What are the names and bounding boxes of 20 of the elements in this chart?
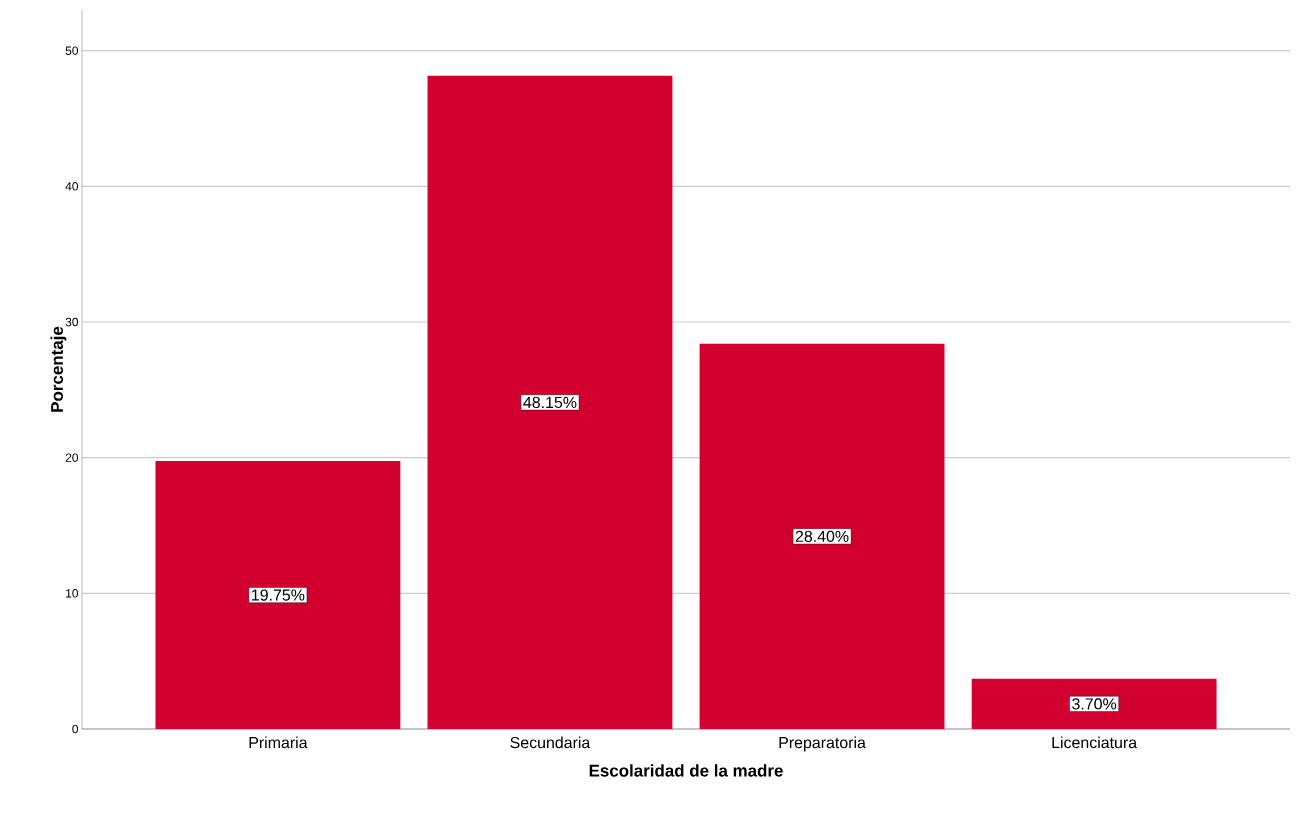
x-axis-title: Escolaridad de la madre <box>589 764 783 777</box>
y-tick-label: 50 <box>65 46 79 55</box>
bar <box>427 75 673 729</box>
data-label: 48.15% <box>523 396 577 409</box>
y-tick-label: 40 <box>65 182 79 191</box>
data-label: 3.70% <box>1072 698 1117 710</box>
y-tick-label: 30 <box>65 317 79 327</box>
x-tick-label: Secundaria <box>510 736 591 749</box>
bar <box>699 343 945 729</box>
bar <box>971 678 1217 729</box>
bar <box>155 461 401 729</box>
data-label: 19.75% <box>252 589 305 601</box>
data-label: 28.40% <box>795 530 849 542</box>
y-tick-label: 0 <box>72 724 79 734</box>
x-tick-label: Primaria <box>249 736 308 749</box>
y-tick-label: 20 <box>65 453 79 462</box>
y-tick-label: 10 <box>66 589 79 598</box>
x-tick-label: Preparatoria <box>779 736 866 752</box>
y-axis-title: Porcentaje <box>50 326 67 412</box>
x-tick-label: Licenciatura <box>1052 736 1138 749</box>
